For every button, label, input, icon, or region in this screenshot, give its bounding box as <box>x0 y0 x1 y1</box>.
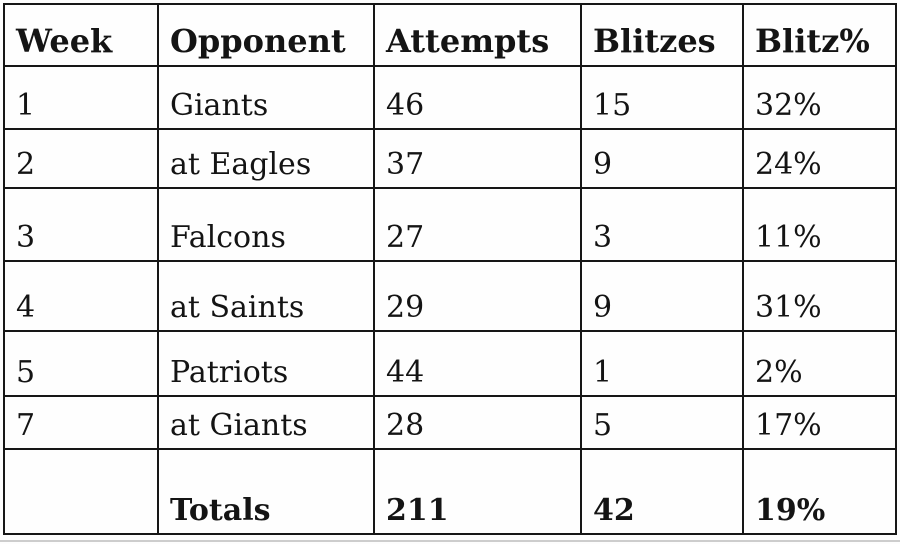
cell-week: 3 <box>3 187 159 262</box>
cell-attempts: 27 <box>373 187 582 262</box>
cell-blitzes: 9 <box>580 128 744 189</box>
cell-opponent: at Saints <box>157 260 375 332</box>
cell-opponent: at Eagles <box>157 128 375 189</box>
cell-week: 1 <box>3 65 159 130</box>
column-header-blitz-pct: Blitz% <box>742 3 897 67</box>
column-header-attempts: Attempts <box>373 3 582 67</box>
totals-cell-blitz-pct: 19% <box>742 448 897 535</box>
cell-opponent: Giants <box>157 65 375 130</box>
cell-blitzes: 5 <box>580 395 744 450</box>
totals-cell-attempts: 211 <box>373 448 582 535</box>
column-header-blitzes: Blitzes <box>580 3 744 67</box>
cell-attempts: 37 <box>373 128 582 189</box>
table-row: 1 Giants 46 15 32% <box>3 65 897 130</box>
cell-week: 7 <box>3 395 159 450</box>
cell-week: 5 <box>3 330 159 397</box>
cell-week: 4 <box>3 260 159 332</box>
cell-blitzes: 1 <box>580 330 744 397</box>
header-row: Week Opponent Attempts Blitzes Blitz% <box>3 3 897 67</box>
cell-attempts: 29 <box>373 260 582 332</box>
column-header-opponent: Opponent <box>157 3 375 67</box>
table-row: 3 Falcons 27 3 11% <box>3 187 897 262</box>
cell-blitz-pct: 17% <box>742 395 897 450</box>
cell-blitzes: 9 <box>580 260 744 332</box>
cell-attempts: 46 <box>373 65 582 130</box>
cell-blitzes: 3 <box>580 187 744 262</box>
spreadsheet-gridline <box>0 540 900 542</box>
totals-cell-week <box>3 448 159 535</box>
table-row: 5 Patriots 44 1 2% <box>3 330 897 397</box>
cell-blitz-pct: 2% <box>742 330 897 397</box>
table-row: 7 at Giants 28 5 17% <box>3 395 897 450</box>
cell-attempts: 28 <box>373 395 582 450</box>
cell-opponent: at Giants <box>157 395 375 450</box>
column-header-week: Week <box>3 3 159 67</box>
cell-blitzes: 15 <box>580 65 744 130</box>
cell-opponent: Patriots <box>157 330 375 397</box>
totals-row: Totals 211 42 19% <box>3 448 897 535</box>
cell-attempts: 44 <box>373 330 582 397</box>
cell-opponent: Falcons <box>157 187 375 262</box>
cell-blitz-pct: 31% <box>742 260 897 332</box>
cell-blitz-pct: 24% <box>742 128 897 189</box>
totals-label: Totals <box>157 448 375 535</box>
table-row: 4 at Saints 29 9 31% <box>3 260 897 332</box>
cell-blitz-pct: 32% <box>742 65 897 130</box>
cell-week: 2 <box>3 128 159 189</box>
totals-cell-blitzes: 42 <box>580 448 744 535</box>
table-row: 2 at Eagles 37 9 24% <box>3 128 897 189</box>
blitz-stats-table: Week Opponent Attempts Blitzes Blitz% 1 … <box>3 3 897 535</box>
cell-blitz-pct: 11% <box>742 187 897 262</box>
